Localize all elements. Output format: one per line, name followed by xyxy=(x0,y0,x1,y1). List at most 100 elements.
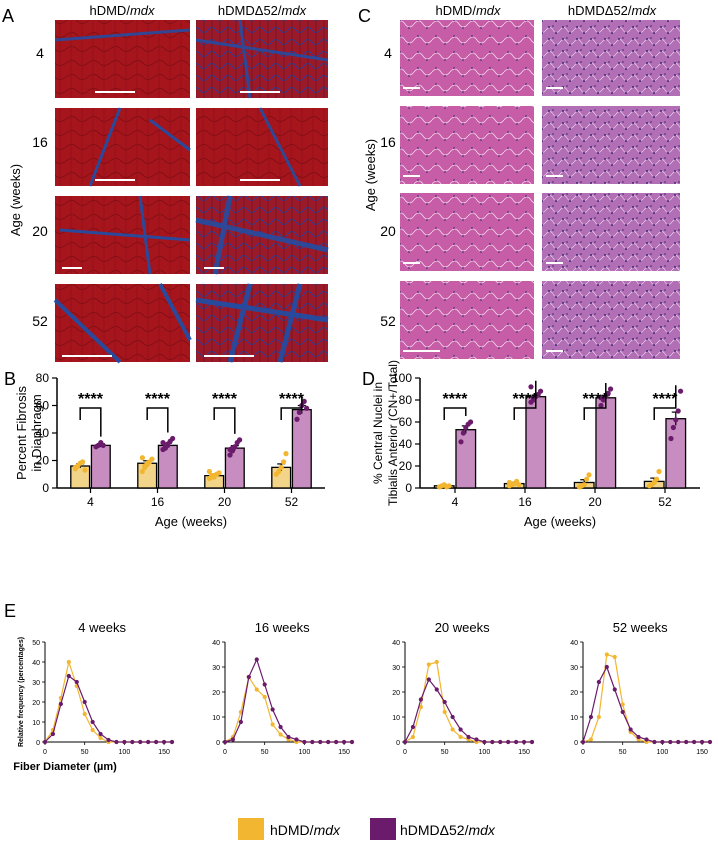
series-point xyxy=(270,707,275,712)
significance-label: **** xyxy=(212,391,238,408)
data-point xyxy=(139,468,145,475)
significance-bracket xyxy=(583,383,607,420)
data-point xyxy=(528,384,534,390)
fibrosis-streak xyxy=(195,19,329,99)
data-point xyxy=(280,459,287,465)
series-point xyxy=(426,677,431,682)
y-tick-label: 50 xyxy=(32,640,40,647)
y-tick-label: 20 xyxy=(36,454,50,468)
significance-bracket xyxy=(443,407,467,420)
fibrosis-streak xyxy=(59,195,191,275)
series-point xyxy=(474,737,479,742)
data-point xyxy=(446,483,452,489)
data-point xyxy=(675,408,681,414)
y-tick-label: 60 xyxy=(399,415,413,429)
scale-bar xyxy=(62,91,280,357)
series-point xyxy=(707,739,713,745)
x-axis-label: Fiber Diameter (µm) xyxy=(13,761,117,773)
y-tick-label: 10 xyxy=(212,715,220,722)
x-tick-label: 16 xyxy=(151,495,165,509)
data-point xyxy=(100,442,106,448)
legend-swatch-hdmd xyxy=(238,818,264,840)
series-point xyxy=(98,735,103,741)
series-point xyxy=(349,739,355,745)
trichrome-del52-4wk xyxy=(196,20,328,98)
panel-a-age-52: 52 xyxy=(32,313,48,329)
series-point xyxy=(154,739,159,745)
data-point xyxy=(458,439,464,445)
data-point xyxy=(654,476,660,482)
series-point xyxy=(310,739,315,745)
y-tick-label: 0 xyxy=(42,481,49,495)
series-point xyxy=(612,654,617,660)
x-tick-label: 150 xyxy=(696,749,708,756)
panel-a-age-20: 20 xyxy=(32,223,48,239)
subplot-title: 20 weeks xyxy=(435,620,490,635)
series-point xyxy=(588,714,594,720)
series-point xyxy=(122,739,127,745)
y-tick-label: 100 xyxy=(392,371,412,385)
series-point xyxy=(620,702,625,707)
series-point xyxy=(326,739,331,745)
x-tick-label: 150 xyxy=(338,749,350,756)
he-hdmd-16wk xyxy=(400,106,534,184)
significance-bracket xyxy=(280,395,303,420)
data-point xyxy=(670,424,676,431)
y-axis-label: Relative frequency (percentages) xyxy=(18,637,25,747)
data-point xyxy=(149,456,155,462)
y-tick-label: 30 xyxy=(392,665,400,672)
y-tick-label: 30 xyxy=(212,665,220,672)
series-point xyxy=(498,739,503,745)
significance-bracket xyxy=(146,407,169,433)
series-point xyxy=(106,737,111,743)
y-tick-label: 40 xyxy=(399,437,413,451)
series-point xyxy=(418,697,423,702)
data-point xyxy=(79,459,86,465)
legend-swatch-del52 xyxy=(370,818,396,840)
panel-letter-a: A xyxy=(2,6,14,26)
data-point xyxy=(586,472,592,478)
series-point xyxy=(42,739,48,745)
trichrome-del52-16wk xyxy=(196,108,328,186)
series-point xyxy=(490,739,495,745)
legend-label-del52: hDMDΔ52/mdx xyxy=(400,822,496,838)
trichrome-del52-52wk xyxy=(196,284,328,362)
data-point xyxy=(581,482,587,488)
data-point xyxy=(229,445,236,451)
series-point xyxy=(676,739,681,745)
y-axis-label-line1: % Central Nuclei in xyxy=(371,382,385,484)
series-point xyxy=(434,687,439,692)
panel-c-histology-grid xyxy=(400,20,680,359)
series-point xyxy=(246,674,251,680)
data-point xyxy=(584,476,590,482)
series-point xyxy=(506,739,511,745)
series-point xyxy=(254,657,259,662)
data-point xyxy=(301,398,307,404)
trichrome-hdmd-52wk xyxy=(55,284,190,362)
series-point xyxy=(230,737,236,742)
panel-a-age-axis-label: Age (weeks) xyxy=(8,164,23,236)
data-point xyxy=(170,435,176,442)
y-tick-label: 20 xyxy=(212,690,220,697)
he-hdmd-52wk xyxy=(400,281,534,359)
data-point xyxy=(668,435,674,442)
data-point xyxy=(294,416,300,422)
series-point xyxy=(482,739,487,745)
panel-a-age-labels: 4 16 20 52 xyxy=(32,45,48,329)
series-point xyxy=(278,732,283,737)
data-point xyxy=(677,388,684,394)
bar xyxy=(525,396,547,489)
fibrosis-streak xyxy=(258,107,302,187)
data-point xyxy=(656,468,662,475)
x-tick-label: 150 xyxy=(518,749,530,756)
y-tick-label: 30 xyxy=(570,665,578,672)
series-point xyxy=(334,739,339,745)
panel-c-age-52: 52 xyxy=(380,313,396,329)
x-tick-label: 0 xyxy=(43,749,47,756)
data-point xyxy=(227,452,233,458)
series-point xyxy=(580,739,586,745)
panel-a-histology-grid xyxy=(53,19,329,364)
x-tick-label: 0 xyxy=(223,749,227,756)
series-point xyxy=(628,727,633,732)
